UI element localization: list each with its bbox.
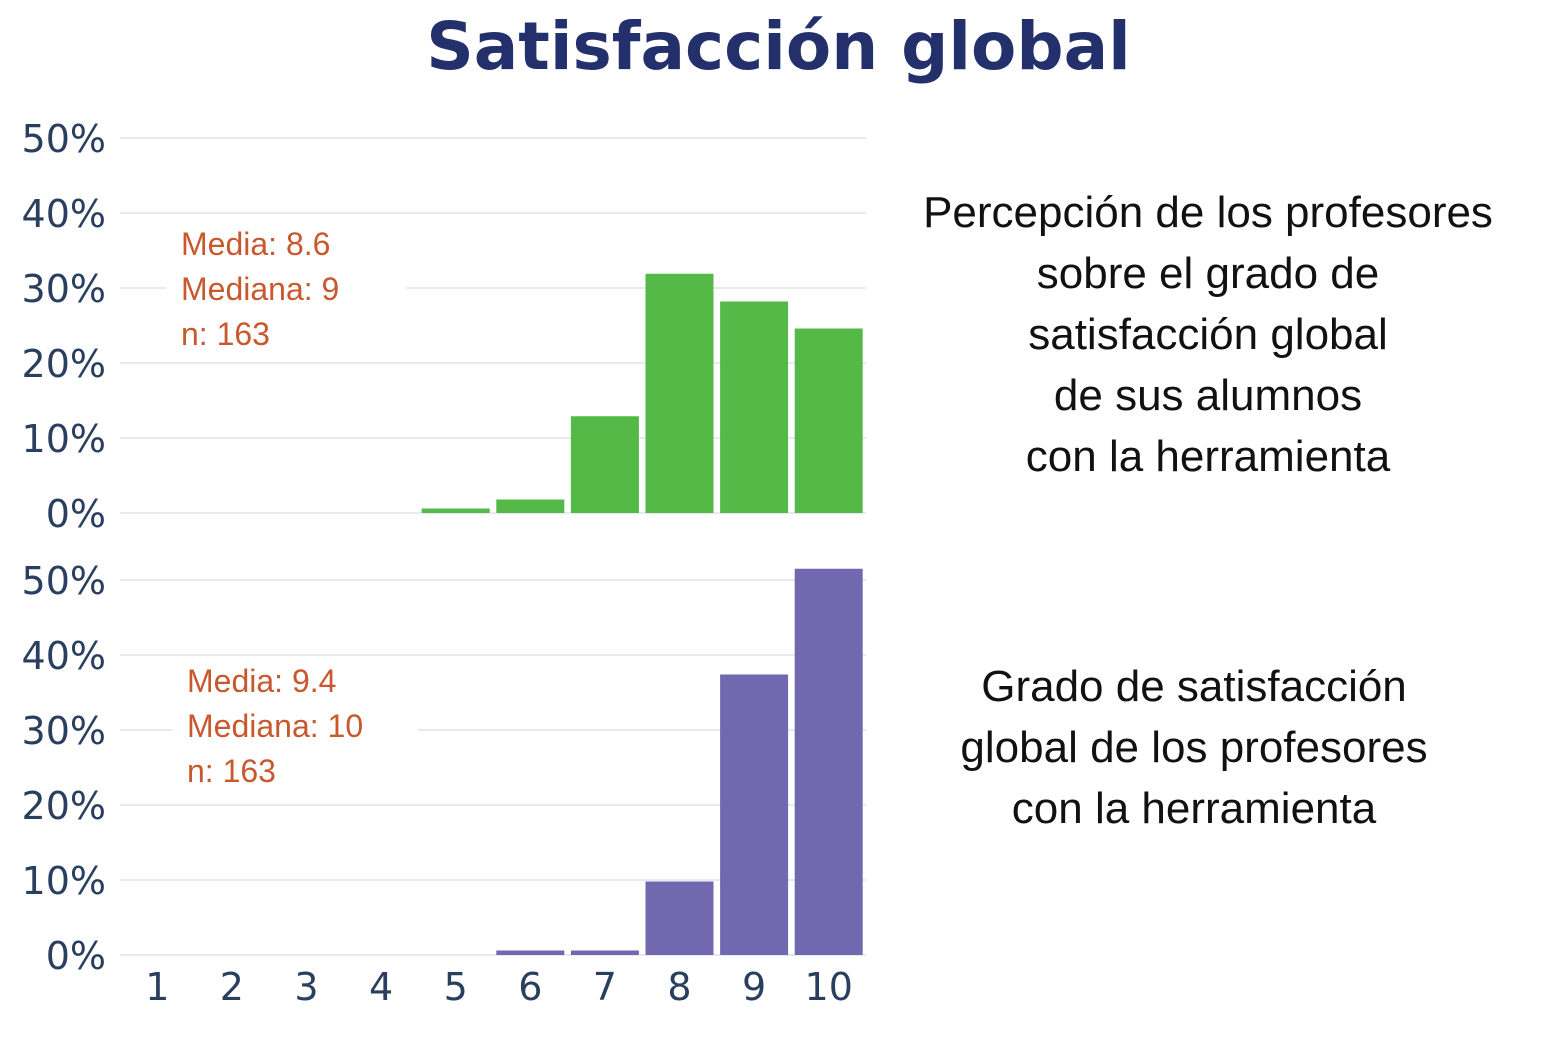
bottom-chart-description: Grado de satisfacción global de los prof…	[874, 656, 1514, 839]
bottom-x-tick-label: 8	[667, 965, 691, 1009]
top-description-line: satisfacción global	[1028, 310, 1388, 359]
top-y-tick-label: 0%	[46, 492, 106, 536]
top-bar	[570, 416, 639, 513]
bottom-description-line: con la herramienta	[1011, 784, 1377, 833]
top-bar	[421, 508, 490, 513]
top-bar	[496, 499, 565, 513]
bottom-y-tick-label: 10%	[22, 859, 106, 903]
page-title: Satisfacción global	[426, 8, 1131, 85]
bottom-bar	[496, 950, 565, 955]
top-y-tick-label: 40%	[22, 192, 106, 236]
top-bar	[720, 301, 789, 513]
top-chart-description: Percepción de los profesores sobre el gr…	[888, 182, 1528, 487]
bottom-stat-text: Media: 9.4	[187, 663, 336, 699]
top-y-tick-label: 20%	[22, 342, 106, 386]
bottom-bar	[570, 950, 639, 955]
bottom-description-line: global de los profesores	[960, 723, 1428, 772]
bottom-x-tick-label: 5	[444, 965, 468, 1009]
bottom-bar	[645, 881, 714, 955]
top-y-tick-label: 50%	[22, 117, 106, 161]
bottom-x-tick-label: 9	[742, 965, 766, 1009]
top-description-line: sobre el grado de	[1036, 249, 1380, 298]
bottom-bar	[720, 674, 789, 955]
top-stat-text: Media: 8.6	[181, 226, 330, 262]
bottom-x-tick-label: 3	[294, 965, 318, 1009]
bottom-y-tick-label: 0%	[46, 934, 106, 978]
bottom-y-tick-label: 50%	[22, 559, 106, 603]
bottom-stats-background	[172, 660, 418, 790]
bottom-stat-text: n: 163	[187, 753, 276, 789]
bottom-y-tick-label: 40%	[22, 634, 106, 678]
top-description-line: con la herramienta	[1025, 432, 1391, 481]
top-y-tick-label: 10%	[22, 417, 106, 461]
bottom-x-tick-label: 1	[145, 965, 169, 1009]
bottom-y-tick-label: 20%	[22, 784, 106, 828]
top-description-line: Percepción de los profesores	[923, 188, 1493, 237]
bottom-x-tick-label: 10	[805, 965, 853, 1009]
top-bar	[645, 273, 714, 513]
top-y-tick-label: 30%	[22, 267, 106, 311]
top-stats-background	[166, 222, 406, 352]
top-stat-text: n: 163	[181, 316, 270, 352]
bottom-x-tick-label: 7	[593, 965, 617, 1009]
bottom-description-line: Grado de satisfacción	[981, 662, 1407, 711]
top-stat-text: Mediana: 9	[181, 271, 339, 307]
bottom-x-tick-label: 2	[220, 965, 244, 1009]
bottom-x-tick-label: 4	[369, 965, 393, 1009]
top-bar	[794, 328, 863, 513]
bottom-bar	[794, 568, 863, 955]
bottom-stat-text: Mediana: 10	[187, 708, 363, 744]
bottom-y-tick-label: 30%	[22, 709, 106, 753]
bottom-x-tick-label: 6	[518, 965, 542, 1009]
top-description-line: de sus alumnos	[1053, 371, 1363, 420]
